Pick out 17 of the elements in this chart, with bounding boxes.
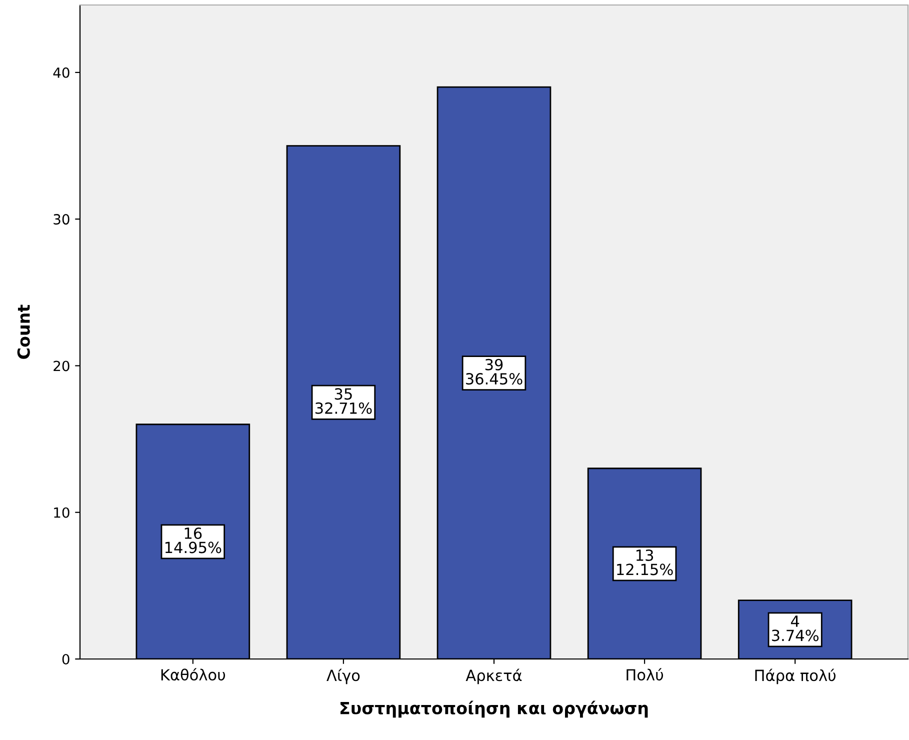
y-tick-label: 40 <box>53 67 70 78</box>
data-label: 16 14.95% <box>165 527 222 554</box>
y-tick-label: 10 <box>54 507 70 518</box>
x-tick-label: Πάρα πολύ <box>755 668 836 684</box>
data-label: 35 32.71% <box>315 388 372 414</box>
x-tick-label: Καθόλου <box>161 668 226 681</box>
y-tick-label: 0 <box>62 654 70 664</box>
x-tick-label: Λίγο <box>326 668 360 684</box>
data-label: 39 36.45% <box>466 358 522 385</box>
y-tick-label: 20 <box>54 360 70 372</box>
data-label: 13 12.15% <box>617 549 673 576</box>
x-axis-title: Συστηματοποίηση και οργάνωση <box>340 700 648 718</box>
x-tick-label: Αρκετά <box>466 668 522 684</box>
x-tick-label: Πολύ <box>626 668 664 681</box>
data-label: 4 3.74% <box>772 616 819 642</box>
y-axis-title: Count <box>17 304 30 359</box>
y-tick-label: 30 <box>54 214 70 225</box>
